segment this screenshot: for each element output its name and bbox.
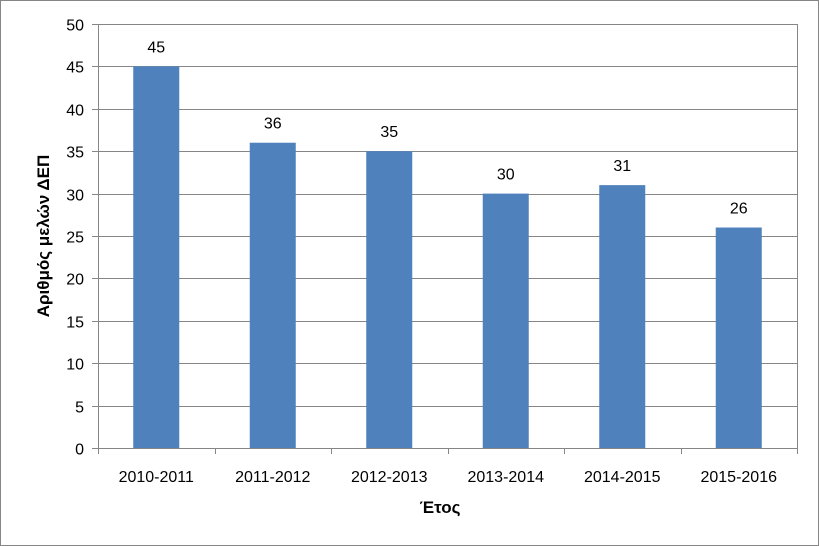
- x-axis-title: Έτος: [420, 498, 461, 517]
- x-tick-label: 2011-2012: [235, 469, 310, 486]
- x-tick-label: 2013-2014: [467, 469, 544, 486]
- x-tick-labels: 2010-2011 2011-2012 2012-2013 2013-2014 2014…: [119, 469, 778, 486]
- data-label: 26: [730, 201, 748, 218]
- y-tick-labels: 0 5 10 15 20 25 30 35 40 45 50: [66, 18, 84, 459]
- y-tick-label: 10: [66, 357, 84, 374]
- bar: [249, 142, 296, 448]
- y-tick-label: 35: [66, 145, 84, 162]
- y-tick-label: 5: [75, 400, 84, 417]
- y-tick-label: 40: [66, 103, 84, 120]
- x-tick-label: 2015-2016: [700, 469, 777, 486]
- data-labels: 45 36 35 30 31 26: [147, 39, 747, 217]
- y-tick-label: 45: [66, 60, 84, 77]
- bar: [715, 227, 762, 448]
- y-tick-label: 50: [66, 18, 84, 35]
- axes: [92, 24, 798, 454]
- data-label: 36: [264, 116, 282, 133]
- y-axis-title: Αριθμός μελών ΔΕΠ: [34, 155, 53, 318]
- y-tick-label: 15: [66, 315, 84, 332]
- data-label: 31: [613, 158, 631, 175]
- bar: [482, 193, 529, 448]
- y-tick-label: 30: [66, 188, 84, 205]
- x-tick-label: 2014-2015: [584, 469, 661, 486]
- x-tick-label: 2012-2013: [351, 469, 428, 486]
- data-label: 30: [497, 167, 515, 184]
- gridlines: [98, 24, 797, 407]
- y-tick-label: 25: [66, 230, 84, 247]
- y-tick-label: 0: [75, 442, 84, 459]
- bar: [133, 66, 180, 449]
- y-tick-label: 20: [66, 272, 84, 289]
- bar: [366, 151, 413, 448]
- bar: [599, 185, 646, 448]
- x-tick-label: 2010-2011: [119, 469, 194, 486]
- data-label: 35: [380, 124, 398, 141]
- bars: [133, 66, 762, 449]
- data-label: 45: [147, 39, 165, 56]
